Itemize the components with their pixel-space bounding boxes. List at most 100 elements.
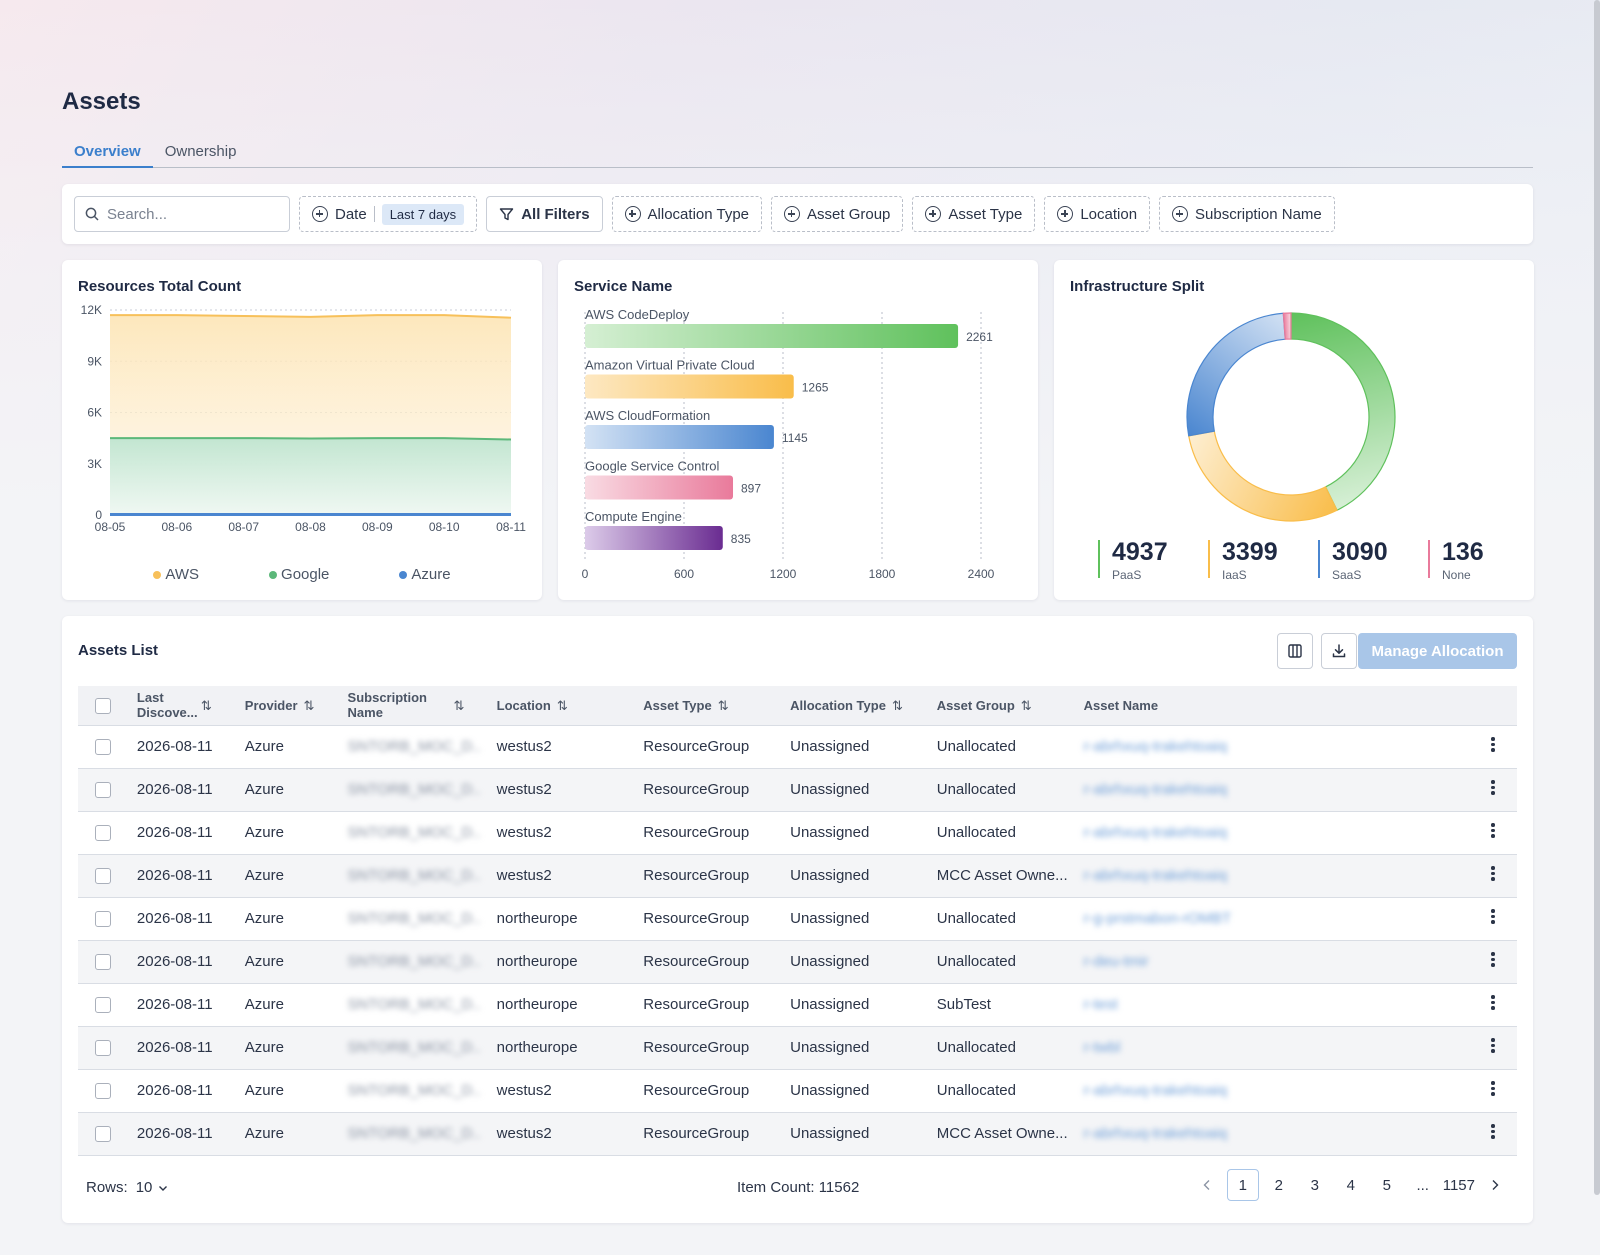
manage-allocation-button[interactable]: Manage Allocation — [1358, 633, 1517, 669]
table-row[interactable]: 2026-08-11 Azure SNTORB_MOC_D.. westus2 Reso… — [78, 768, 1517, 811]
asset-name-link[interactable]: r-abrhxuq-trakehtoaiq — [1083, 1082, 1228, 1099]
table-row[interactable]: 2026-08-11 Azure SNTORB_MOC_D.. westus2 Reso… — [78, 725, 1517, 768]
more-vertical-icon[interactable] — [1491, 950, 1495, 969]
row-checkbox[interactable] — [95, 1040, 111, 1057]
more-vertical-icon[interactable] — [1491, 864, 1495, 883]
select-all-checkbox[interactable] — [95, 697, 111, 714]
column-header-asset-type[interactable]: Asset Type ⇅ — [635, 686, 783, 726]
page-button-1[interactable]: 1 — [1226, 1169, 1259, 1201]
page-button-4[interactable]: 4 — [1346, 1176, 1355, 1194]
more-vertical-icon[interactable] — [1491, 1079, 1495, 1098]
legend-item-azure[interactable]: Azure — [399, 566, 451, 583]
asset-name-link[interactable]: r-abrhxuq-trakehtoaiq — [1083, 824, 1228, 841]
more-vertical-icon[interactable] — [1491, 735, 1495, 754]
bar[interactable] — [585, 526, 723, 550]
table-row[interactable]: 2026-08-11 Azure SNTORB_MOC_D.. northeurope… — [78, 983, 1517, 1026]
page-button-2[interactable]: 2 — [1274, 1176, 1283, 1194]
asset-group-filter-chip[interactable]: Asset Group — [771, 196, 904, 232]
bar[interactable] — [585, 324, 959, 348]
download-button[interactable] — [1321, 633, 1357, 669]
column-header-location[interactable]: Location ⇅ — [488, 686, 636, 726]
last-discovered-cell: 2026-08-11 — [136, 996, 213, 1013]
bar[interactable] — [585, 475, 734, 500]
subscription-name-filter-chip[interactable]: Subscription Name — [1159, 196, 1335, 232]
line-google[interactable] — [110, 437, 512, 441]
sort-icon[interactable]: ⇅ — [891, 697, 903, 713]
sort-icon[interactable]: ⇅ — [200, 697, 212, 713]
more-vertical-icon[interactable] — [1491, 778, 1495, 797]
asset-group-cell: MCC Asset Owne... — [936, 867, 1068, 884]
column-header-provider[interactable]: Provider ⇅ — [236, 686, 340, 726]
search-box[interactable] — [74, 196, 290, 232]
bar[interactable] — [585, 425, 774, 449]
asset-name-link[interactable]: r-g-prstmabon-rOMBT — [1083, 910, 1232, 927]
more-vertical-icon[interactable] — [1491, 993, 1495, 1012]
more-vertical-icon[interactable] — [1491, 821, 1495, 840]
row-checkbox[interactable] — [95, 911, 111, 928]
sort-icon[interactable]: ⇅ — [717, 697, 729, 713]
sort-icon[interactable]: ⇅ — [303, 697, 315, 713]
table-row[interactable]: 2026-08-11 Azure SNTORB_MOC_D.. northeurope… — [78, 940, 1517, 983]
asset-name-link[interactable]: r-abrhxuq-trakehtoaiq — [1083, 781, 1228, 798]
column-header-last-discovered[interactable]: Last Discove... ⇅ — [128, 686, 237, 726]
asset-type-filter-chip[interactable]: Asset Type — [912, 196, 1036, 232]
more-vertical-icon[interactable] — [1491, 1122, 1495, 1141]
page-button-3[interactable]: 3 — [1310, 1176, 1319, 1194]
table-row[interactable]: 2026-08-11 Azure SNTORB_MOC_D.. northeurope… — [78, 1026, 1517, 1069]
search-input[interactable] — [107, 205, 277, 223]
bar-category-label: Google Service Control — [585, 459, 720, 474]
sort-icon[interactable]: ⇅ — [453, 697, 465, 713]
row-checkbox[interactable] — [95, 739, 111, 756]
rows-select[interactable]: 10 — [136, 1179, 169, 1196]
table-row[interactable]: 2026-08-11 Azure SNTORB_MOC_D.. westus2 Reso… — [78, 854, 1517, 897]
date-filter-chip[interactable]: Date Last 7 days — [299, 196, 478, 232]
table-row[interactable]: 2026-08-11 Azure SNTORB_MOC_D.. westus2 Reso… — [78, 1069, 1517, 1112]
bar-value-label: 897 — [741, 482, 761, 496]
assets-list-title: Assets List — [78, 642, 159, 659]
asset-type-cell: ResourceGroup — [643, 824, 750, 841]
legend-item-google[interactable]: Google — [269, 566, 329, 583]
column-header-allocation-type[interactable]: Allocation Type ⇅ — [782, 686, 929, 726]
tab-overview[interactable]: Overview — [62, 136, 153, 168]
asset-name-link[interactable]: r-deu-tmir — [1083, 953, 1149, 970]
more-vertical-icon[interactable] — [1491, 907, 1495, 926]
location-filter-chip[interactable]: Location — [1044, 196, 1151, 232]
asset-name-link[interactable]: r-test — [1083, 996, 1118, 1013]
page-button-last[interactable]: 1157 — [1442, 1176, 1475, 1194]
asset-name-link[interactable]: r-abrhxuq-trakehtoaiq — [1083, 738, 1228, 755]
column-header-asset-group[interactable]: Asset Group ⇅ — [928, 686, 1076, 726]
sort-icon[interactable]: ⇅ — [556, 697, 568, 713]
donut-slice-saas[interactable] — [1186, 312, 1286, 437]
asset-name-link[interactable]: r-abrhxuq-trakehtoaiq — [1083, 1125, 1228, 1142]
page-button-5[interactable]: 5 — [1382, 1176, 1391, 1194]
table-row[interactable]: 2026-08-11 Azure SNTORB_MOC_D.. westus2 Reso… — [78, 811, 1517, 854]
page-ellipsis[interactable]: ... — [1416, 1176, 1429, 1194]
donut-slice-none[interactable] — [1282, 312, 1292, 340]
row-checkbox[interactable] — [95, 1126, 111, 1143]
column-header-subscription-name[interactable]: Subscription Name ⇅ — [339, 686, 489, 726]
page-scrollbar[interactable] — [1594, 0, 1600, 1195]
prev-page-button[interactable] — [1191, 1169, 1223, 1201]
row-checkbox[interactable] — [95, 1083, 111, 1100]
columns-button[interactable] — [1277, 633, 1313, 669]
table-row[interactable]: 2026-08-11 Azure SNTORB_MOC_D.. northeurope… — [78, 897, 1517, 940]
row-checkbox[interactable] — [95, 954, 111, 971]
more-vertical-icon[interactable] — [1491, 1036, 1495, 1055]
legend-item-aws[interactable]: AWS — [153, 566, 199, 583]
table-row[interactable]: 2026-08-11 Azure SNTORB_MOC_D.. westus2 Reso… — [78, 1112, 1517, 1155]
all-filters-button[interactable]: All Filters — [486, 196, 603, 232]
row-checkbox[interactable] — [95, 868, 111, 885]
tab-ownership[interactable]: Ownership — [164, 143, 237, 160]
line-aws[interactable] — [110, 314, 512, 319]
next-page-button[interactable] — [1479, 1169, 1511, 1201]
row-checkbox[interactable] — [95, 825, 111, 842]
allocation-type-filter-chip[interactable]: Allocation Type — [611, 196, 763, 232]
sort-icon[interactable]: ⇅ — [1020, 697, 1032, 713]
asset-name-link[interactable]: r-abrhxuq-trakehtoaiq — [1083, 867, 1228, 884]
bar[interactable] — [585, 374, 794, 399]
donut-slice-iaas[interactable] — [1188, 430, 1338, 522]
donut-slice-paas[interactable] — [1290, 312, 1396, 512]
asset-name-link[interactable]: r-twbl — [1083, 1039, 1121, 1056]
row-checkbox[interactable] — [95, 782, 111, 799]
row-checkbox[interactable] — [95, 997, 111, 1014]
